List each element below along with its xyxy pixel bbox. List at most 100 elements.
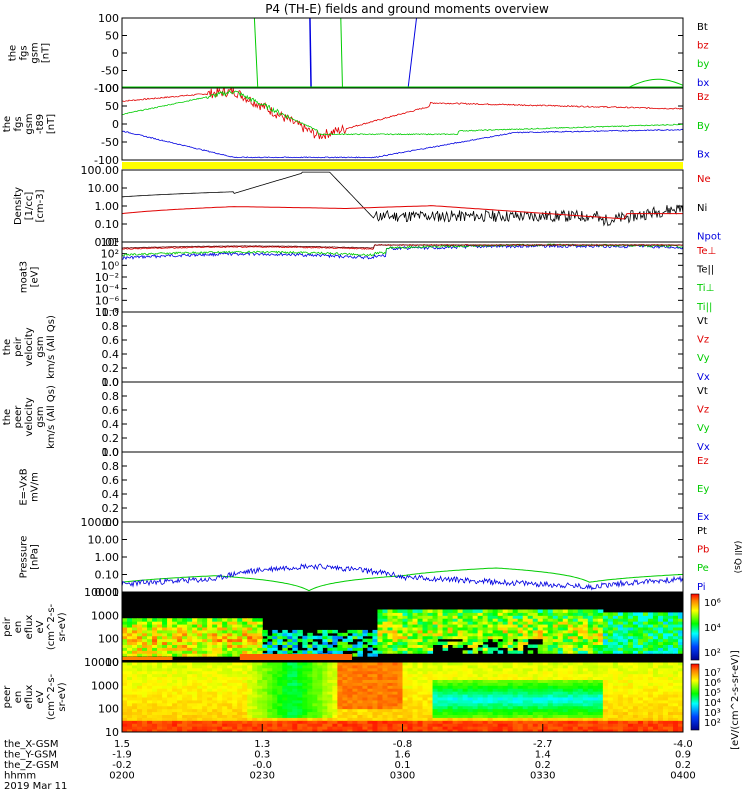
spec-cell <box>547 624 554 628</box>
spec-cell <box>137 635 143 640</box>
spec-cell <box>207 720 213 724</box>
spec-cell <box>382 688 388 692</box>
spec-cell <box>412 697 419 701</box>
tick-label: 10⁻⁶ <box>95 294 120 307</box>
spec-cell <box>647 676 654 680</box>
spec-cell <box>202 638 208 643</box>
spec-cell <box>342 644 348 648</box>
spec-cell <box>377 726 383 730</box>
spec-cell <box>267 644 273 648</box>
spec-cell <box>257 682 263 686</box>
spec-cell <box>512 699 519 704</box>
spec-cell <box>527 644 534 648</box>
spec-cell <box>442 717 449 721</box>
spec-cell <box>462 697 469 701</box>
spec-cell <box>262 691 268 695</box>
spec-cell <box>652 702 659 707</box>
spec-cell <box>617 694 624 698</box>
spec-cell <box>322 670 328 675</box>
spec-cell <box>577 705 584 710</box>
spec-cell <box>372 688 378 692</box>
spec-cell <box>197 720 203 724</box>
spec-cell <box>317 702 323 707</box>
spec-cell <box>242 694 248 698</box>
spec-cell <box>147 644 153 648</box>
spec-cell <box>512 664 519 669</box>
spec-cell <box>482 644 489 648</box>
spec-cell <box>487 673 494 678</box>
spec-cell <box>207 635 213 640</box>
spec-cell <box>352 694 358 698</box>
spec-cell <box>337 682 343 686</box>
spec-cell <box>297 711 303 715</box>
spec-cell <box>182 702 188 707</box>
spec-cell <box>442 685 449 689</box>
spec-cell <box>412 621 419 625</box>
spec-cell <box>562 711 569 715</box>
spec-cell <box>612 702 619 707</box>
spec-cell <box>587 726 594 730</box>
spec-cell <box>467 714 474 718</box>
spec-cell <box>392 697 398 701</box>
spec-cell <box>337 635 343 640</box>
spec-cell <box>192 670 198 675</box>
spec-cell <box>367 726 373 730</box>
spec-cell <box>457 697 464 701</box>
spec-cell <box>462 670 469 675</box>
spec-cell <box>492 662 499 666</box>
spec-cell <box>367 691 373 695</box>
spec-cell <box>652 650 659 654</box>
spec-cell <box>462 685 469 689</box>
spec-cell <box>392 612 398 616</box>
spec-cell <box>417 699 424 704</box>
spec-cell <box>157 638 163 643</box>
spec-cell <box>442 647 449 651</box>
spec-cell <box>652 729 659 733</box>
spec-cell <box>422 641 429 645</box>
spec-cell <box>152 621 158 625</box>
spec-cell <box>212 702 218 707</box>
spec-cell <box>572 702 579 707</box>
spec-cell <box>562 662 569 666</box>
spec-cell <box>392 705 398 710</box>
spec-cell <box>177 729 183 733</box>
spec-cell <box>277 705 283 710</box>
spec-cell <box>357 635 363 640</box>
spec-cell <box>377 702 383 707</box>
spec-cell <box>202 670 208 675</box>
spec-cell <box>497 717 504 721</box>
spec-cell <box>437 664 444 669</box>
spec-cell <box>427 723 434 727</box>
spec-cell <box>622 711 629 715</box>
spec-cell <box>497 644 504 648</box>
spec-cell <box>292 679 298 683</box>
spec-cell <box>177 632 183 637</box>
spec-cell <box>137 650 143 654</box>
spec-cell <box>447 688 454 692</box>
spec-cell <box>557 717 564 721</box>
legend-Ti⊥: Ti⊥ <box>696 283 714 294</box>
pressure-traces <box>121 563 684 592</box>
spec-cell <box>467 691 474 695</box>
spec-cell <box>137 685 143 689</box>
spec-cell <box>507 615 514 619</box>
spec-cell <box>297 699 303 704</box>
spec-cell <box>467 635 474 640</box>
spec-cell <box>642 694 649 698</box>
spec-cell <box>407 618 414 622</box>
spec-cell <box>562 615 569 619</box>
spec-cell <box>572 705 579 710</box>
spec-cell <box>152 676 158 680</box>
spec-cell <box>222 702 228 707</box>
spec-cell <box>657 670 664 675</box>
spec-cell <box>157 650 163 654</box>
spec-cell <box>217 717 223 721</box>
spec-cell <box>372 694 378 698</box>
spec-cell <box>147 708 153 713</box>
spec-cell <box>457 702 464 707</box>
y-label: the peir en eflux eV (cm^2-s-sr-eV) <box>0 603 68 650</box>
spec-cell <box>387 714 393 718</box>
spec-cell <box>162 679 168 683</box>
spec-cell <box>467 699 474 704</box>
spec-cell <box>342 726 348 730</box>
